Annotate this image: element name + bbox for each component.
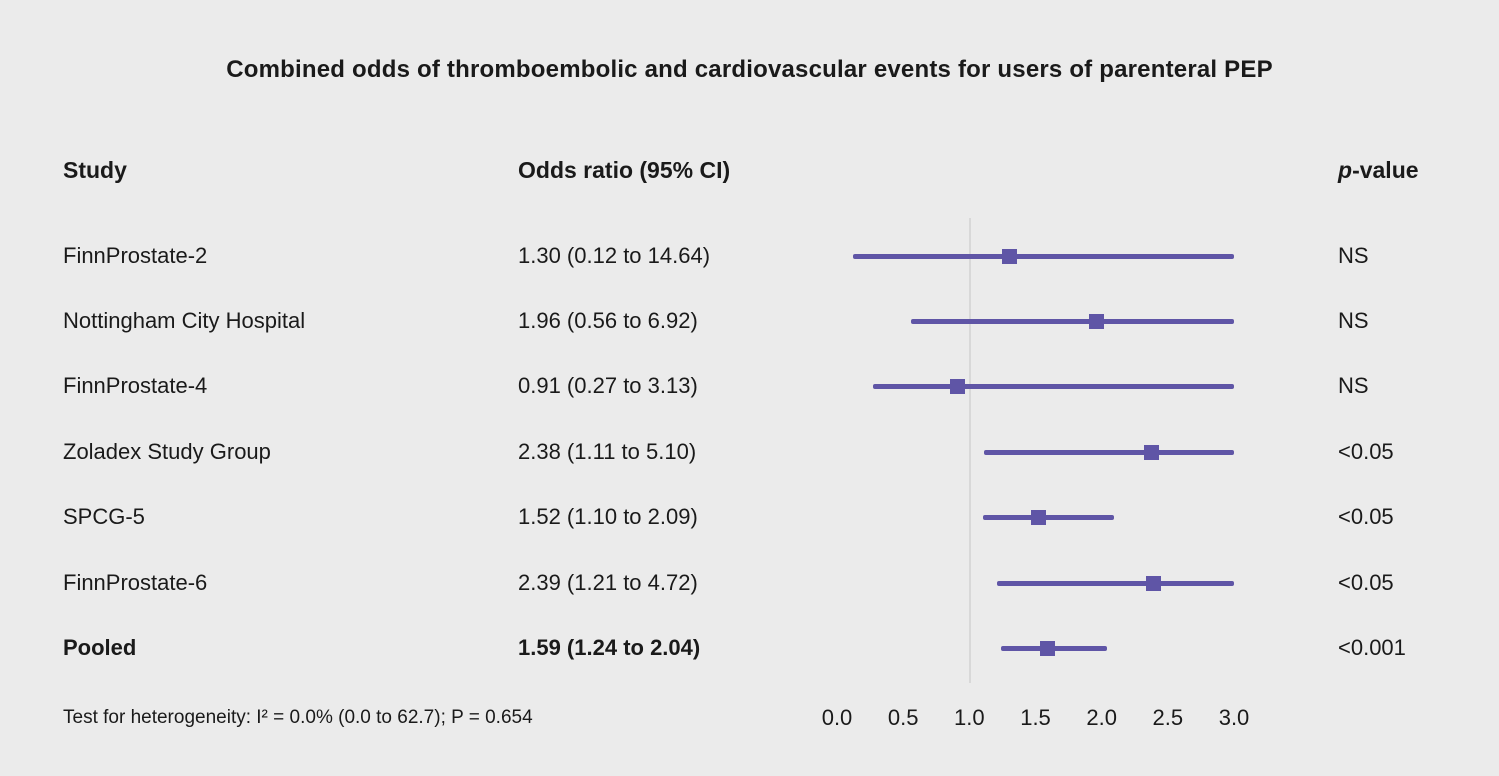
table-row: FinnProstate-4 0.91 (0.27 to 3.13) NS xyxy=(0,370,1499,402)
ci-line xyxy=(872,383,1234,389)
study-name: Pooled xyxy=(63,635,137,660)
odds-ratio-column-header: Odds ratio (95% CI) xyxy=(518,157,731,183)
p-value-column-header: p-value xyxy=(1338,154,1419,186)
or-marker xyxy=(949,378,965,394)
ci-line xyxy=(982,514,1114,520)
p-value-header-rest: -value xyxy=(1352,157,1419,183)
study-name: FinnProstate-4 xyxy=(63,373,208,398)
p-value-header-italic-p: p xyxy=(1338,157,1353,183)
odds-ratio-value: 0.91 (0.27 to 3.13) xyxy=(518,373,698,398)
ci-line xyxy=(997,580,1234,586)
axis-tick-label: 1.5 xyxy=(1020,705,1051,730)
study-name: SPCG-5 xyxy=(63,504,145,529)
axis-tick-label: 2.5 xyxy=(1152,705,1184,730)
p-value: NS xyxy=(1338,243,1369,268)
ci-line xyxy=(911,318,1234,324)
axis-tick-label: 2.0 xyxy=(1086,705,1117,730)
study-name: FinnProstate-6 xyxy=(63,570,208,595)
or-marker xyxy=(1145,575,1161,591)
study-column-header: Study xyxy=(63,157,127,183)
table-row: Zoladex Study Group 2.38 (1.11 to 5.10) … xyxy=(0,436,1499,468)
axis-tick-label: 0.0 xyxy=(821,705,853,730)
study-name: FinnProstate-2 xyxy=(63,243,208,268)
p-value: <0.05 xyxy=(1338,504,1394,529)
reference-line xyxy=(969,218,971,683)
or-marker xyxy=(1088,313,1104,329)
table-row-pooled: Pooled 1.59 (1.24 to 2.04) <0.001 xyxy=(0,632,1499,664)
axis-tick-label: 3.0 xyxy=(1218,705,1250,730)
table-row: SPCG-5 1.52 (1.10 to 2.09) <0.05 xyxy=(0,501,1499,533)
p-value: <0.001 xyxy=(1338,635,1406,660)
odds-ratio-value: 2.38 (1.11 to 5.10) xyxy=(518,439,697,464)
table-row: FinnProstate-2 1.30 (0.12 to 14.64) NS xyxy=(0,240,1499,272)
or-marker xyxy=(1030,509,1046,525)
chart-title: Combined odds of thromboembolic and card… xyxy=(226,56,1273,83)
or-marker xyxy=(1001,248,1017,264)
p-value: NS xyxy=(1338,373,1369,398)
ci-line xyxy=(852,253,1234,259)
odds-ratio-value: 1.59 (1.24 to 2.04) xyxy=(518,635,701,660)
study-name: Nottingham City Hospital xyxy=(63,308,306,333)
heterogeneity-note: Test for heterogeneity: I² = 0.0% (0.0 t… xyxy=(63,707,533,728)
odds-ratio-value: 2.39 (1.21 to 4.72) xyxy=(518,570,698,595)
odds-ratio-value: 1.52 (1.10 to 2.09) xyxy=(518,504,698,529)
odds-ratio-value: 1.30 (0.12 to 14.64) xyxy=(518,243,711,268)
axis-tick-label: 0.5 xyxy=(887,705,919,730)
p-value: <0.05 xyxy=(1338,439,1394,464)
table-header-row: Study Odds ratio (95% CI) p-value xyxy=(0,154,1499,186)
p-value: NS xyxy=(1338,308,1369,333)
axis-tick-label: 1.0 xyxy=(954,705,985,730)
p-value: <0.05 xyxy=(1338,570,1394,595)
table-row: Nottingham City Hospital 1.96 (0.56 to 6… xyxy=(0,305,1499,337)
odds-ratio-value: 1.96 (0.56 to 6.92) xyxy=(518,308,698,333)
ci-line xyxy=(983,449,1234,455)
study-name: Zoladex Study Group xyxy=(63,439,271,464)
or-marker xyxy=(1039,640,1055,656)
table-row: FinnProstate-6 2.39 (1.21 to 4.72) <0.05 xyxy=(0,567,1499,599)
or-marker xyxy=(1144,444,1160,460)
